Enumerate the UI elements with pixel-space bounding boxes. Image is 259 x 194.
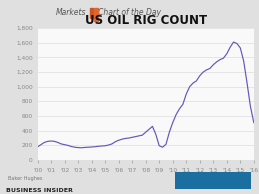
Text: Baker Hughes: Baker Hughes — [8, 176, 42, 181]
Text: BUSINESS INSIDER: BUSINESS INSIDER — [6, 188, 73, 193]
Text: Chart of the Day: Chart of the Day — [98, 8, 161, 17]
Text: Markets: Markets — [56, 8, 86, 17]
Text: BUSINESS INSIDER: BUSINESS INSIDER — [190, 178, 236, 182]
Bar — [94, 8, 98, 21]
Bar — [175, 172, 251, 189]
Title: US OIL RIG COUNT: US OIL RIG COUNT — [85, 14, 207, 27]
Bar — [90, 8, 93, 18]
